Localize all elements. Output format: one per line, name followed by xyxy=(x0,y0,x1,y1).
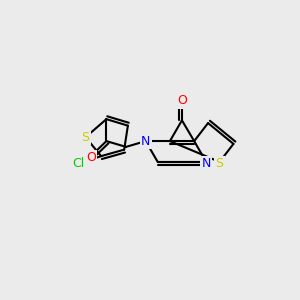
Text: N: N xyxy=(202,157,211,170)
Text: O: O xyxy=(177,94,187,107)
Text: N: N xyxy=(141,135,150,148)
Text: Cl: Cl xyxy=(72,157,84,169)
Text: S: S xyxy=(216,157,224,170)
Text: S: S xyxy=(82,131,90,144)
Text: O: O xyxy=(86,151,96,164)
